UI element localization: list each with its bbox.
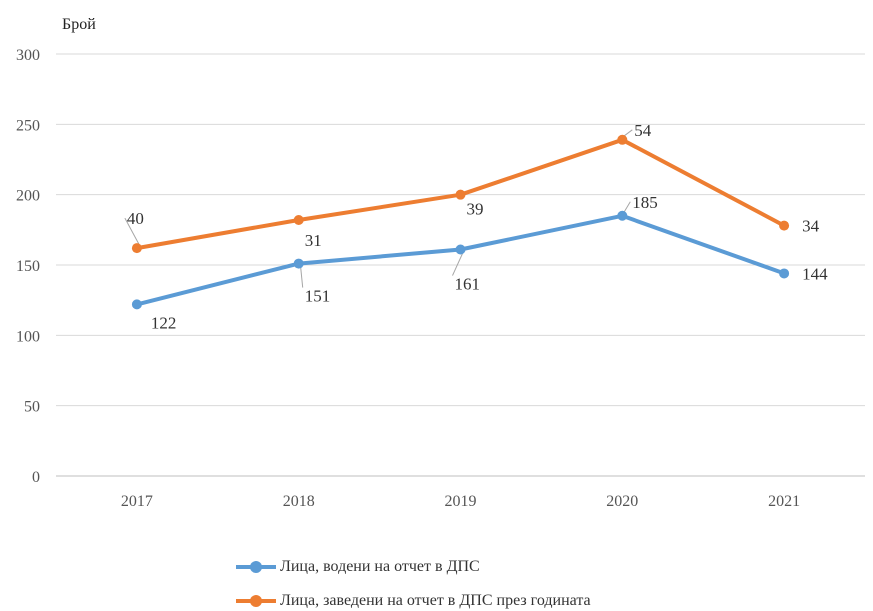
y-axis-unit-label: Брой (62, 16, 96, 33)
x-tick-label: 2018 (283, 493, 315, 510)
data-point (617, 134, 628, 145)
y-axis-ticks: 0 50 100 150 200 250 300 (16, 47, 40, 486)
data-point (131, 243, 142, 254)
y-tick-label: 50 (24, 399, 40, 416)
data-label: 39 (467, 200, 484, 219)
y-tick-label: 150 (16, 258, 40, 275)
legend-swatch-blue (236, 561, 276, 573)
leader-line (623, 201, 631, 213)
data-label: 54 (634, 121, 652, 140)
data-point (617, 210, 628, 221)
data-point (293, 258, 304, 269)
data-label: 34 (802, 217, 820, 236)
data-point (293, 214, 304, 225)
data-point (131, 299, 142, 310)
label-leader-lines (124, 129, 633, 288)
y-tick-label: 100 (16, 328, 40, 345)
data-label: 161 (455, 275, 481, 294)
leader-line (623, 129, 633, 137)
leader-line (124, 217, 140, 245)
y-tick-label: 250 (16, 117, 40, 134)
x-tick-label: 2021 (768, 493, 800, 510)
legend-label-series-1: Лица, водени на отчет в ДПС (280, 558, 480, 575)
leader-line (300, 267, 304, 288)
leader-line (452, 253, 463, 276)
data-label: 151 (305, 287, 331, 306)
data-labels: 122 151 161 185 144 40 31 39 54 34 (127, 121, 828, 333)
legend-label-series-2: Лица, заведени на отчет в ДПС през годин… (280, 592, 591, 609)
x-axis-ticks: 2017 2018 2019 2020 2021 (121, 493, 800, 510)
legend-swatch-orange (236, 595, 276, 607)
data-label: 185 (632, 193, 658, 212)
data-label: 31 (305, 231, 322, 250)
series-points (131, 134, 790, 310)
x-tick-label: 2019 (445, 493, 477, 510)
y-tick-label: 0 (32, 469, 40, 486)
data-label: 122 (151, 313, 177, 332)
gridlines (56, 53, 865, 477)
legend-item-series-1: Лица, водени на отчет в ДПС (236, 558, 480, 576)
data-label: 40 (127, 209, 144, 228)
data-point (779, 268, 790, 279)
data-point (455, 244, 466, 255)
legend-item-series-2: Лица, заведени на отчет в ДПС през годин… (236, 592, 591, 610)
y-tick-label: 300 (16, 47, 40, 64)
data-point (779, 220, 790, 231)
data-label: 144 (802, 264, 828, 283)
data-point (455, 189, 466, 200)
y-tick-label: 200 (16, 188, 40, 205)
x-tick-label: 2017 (121, 493, 153, 510)
x-tick-label: 2020 (606, 493, 638, 510)
